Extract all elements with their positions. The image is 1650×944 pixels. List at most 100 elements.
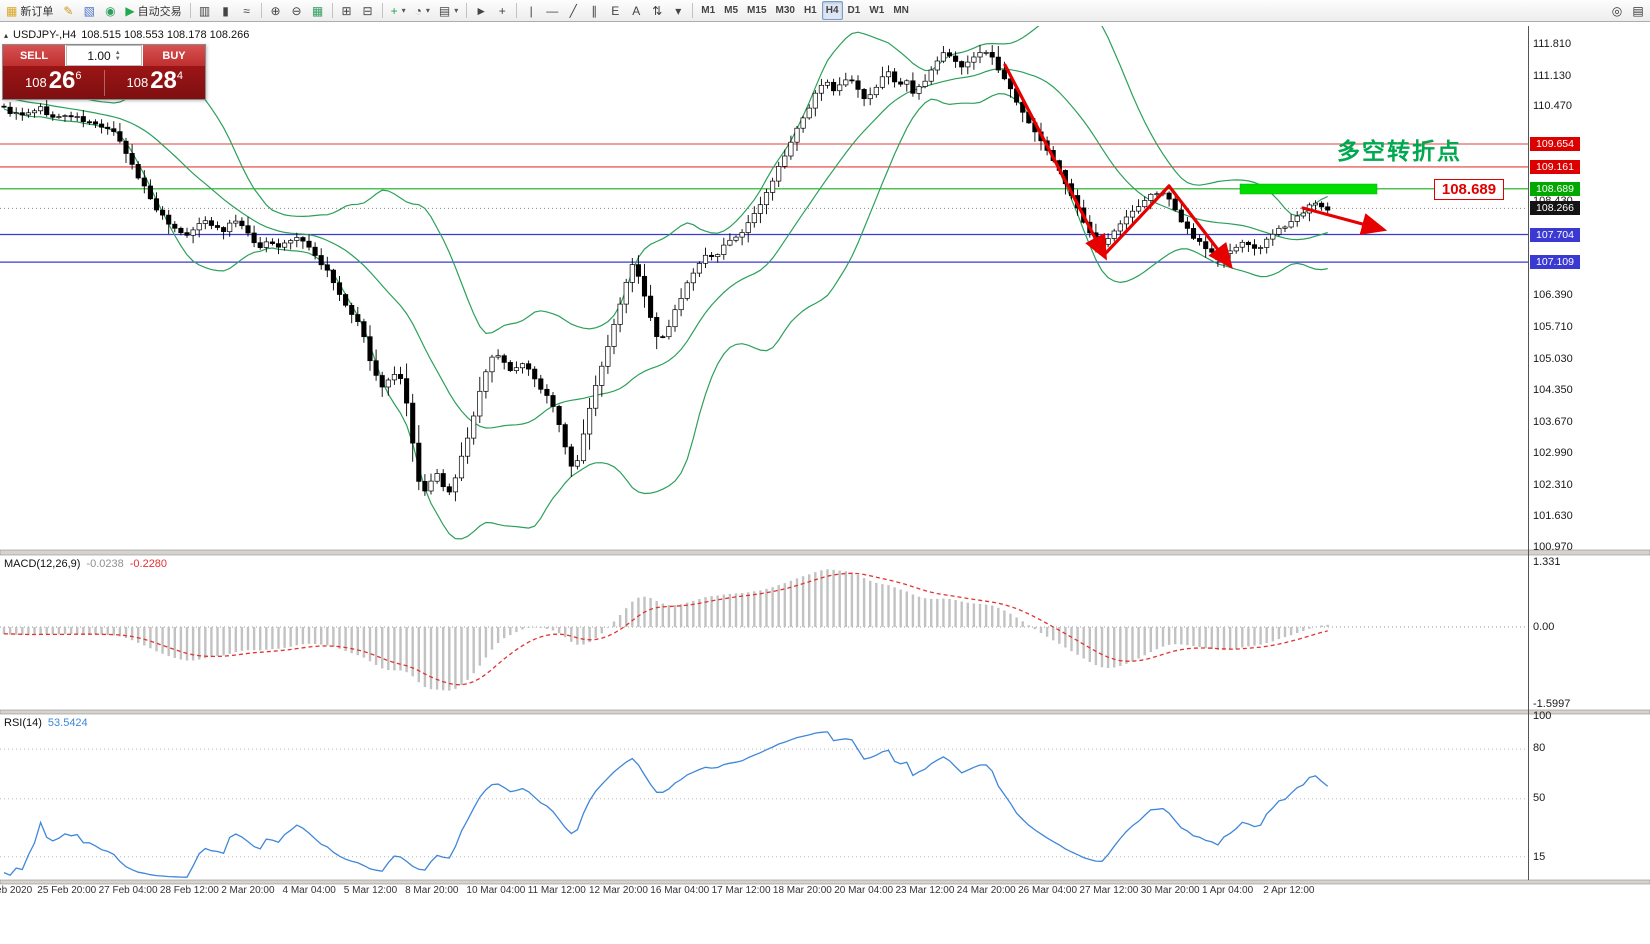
buy-price[interactable]: 108 28 4 — [105, 69, 206, 95]
vertical-line-tool-button[interactable]: | — [521, 1, 541, 20]
price-axis[interactable]: 111.810111.130110.470108.430106.390105.7… — [1529, 22, 1650, 902]
price-axis-label: 111.810 — [1533, 38, 1572, 50]
arrange-windows-button[interactable]: ⊞ — [337, 1, 357, 20]
layout-button[interactable]: ▤ — [1628, 1, 1648, 20]
timeframe-h1-button[interactable]: H1 — [803, 5, 817, 16]
search-button[interactable]: ◎ — [1607, 1, 1627, 20]
vertical-line-tool-icon: | — [529, 3, 533, 18]
trendline-tool-icon: ╱ — [569, 3, 577, 18]
spinner-up-icon[interactable]: ▲ — [114, 49, 121, 56]
autotrading-button[interactable]: ▶ 自动交易 — [121, 1, 185, 20]
text-tool-icon: A — [632, 3, 641, 18]
chart-annotations[interactable] — [1003, 63, 1388, 270]
periods-button[interactable]: ◔ ▾ — [411, 1, 434, 20]
lot-value: 1.00 — [87, 48, 111, 63]
toolbar-separator — [260, 3, 262, 18]
price-axis-tag: 109.654 — [1530, 137, 1580, 152]
lot-size-input[interactable]: 1.00 ▲ ▼ — [66, 45, 142, 66]
price-axis-tag: 108.689 — [1530, 181, 1580, 196]
chart-ohlc-values: 108.515 108.553 108.178 108.266 — [81, 29, 250, 41]
line-chart-mode-icon: ≈ — [243, 3, 250, 18]
toolbar-separator — [189, 3, 191, 18]
highlight-rectangle — [1239, 183, 1378, 195]
sell-button[interactable]: SELL — [3, 45, 65, 66]
buy-price-base: 108 — [126, 75, 149, 90]
toolbar-separator — [466, 3, 468, 18]
candlestick-mode-button[interactable]: ▮ — [216, 1, 236, 20]
styler-icon: ✎ — [63, 3, 74, 18]
arrows-tool-button[interactable]: ⇅ — [647, 1, 667, 20]
tile-windows-button[interactable]: ▦ — [308, 1, 328, 20]
sell-price[interactable]: 108 26 6 — [3, 67, 104, 95]
cursor-button[interactable]: ► — [471, 1, 491, 20]
rsi-panel — [0, 731, 1528, 878]
timeframe-m1-button[interactable]: M1 — [701, 5, 716, 16]
price-axis-label: 105.710 — [1533, 321, 1573, 334]
chart-symbol-title: USDJPY-,H4 — [13, 29, 77, 41]
rsi-header: RSI(14) 53.5424 — [4, 717, 88, 729]
price-axis-label: 111.130 — [1533, 69, 1572, 82]
lot-spinner[interactable]: ▲ ▼ — [115, 50, 121, 62]
indicators-button[interactable]: + ▾ — [387, 1, 410, 20]
price-axis-label: 104.350 — [1533, 384, 1573, 397]
trend-arrow-forecast — [1301, 206, 1388, 235]
macd-name: MACD(12,26,9) — [4, 558, 81, 570]
new-order-button[interactable]: ▦ 新订单 — [2, 1, 57, 20]
rsi-value: 53.5424 — [47, 717, 88, 729]
zoom-in-button[interactable]: ⊕ — [266, 1, 286, 20]
styler-button[interactable]: ✎ — [58, 1, 78, 20]
arrows-tool-icon: ⇅ — [652, 3, 663, 18]
cascade-windows-button[interactable]: ⊟ — [358, 1, 378, 20]
community-button[interactable]: ◉ — [100, 1, 120, 20]
sell-price-pips: 26 — [48, 67, 76, 94]
buy-button[interactable]: BUY — [143, 45, 205, 66]
sell-price-base: 108 — [24, 75, 47, 90]
zoom-out-button[interactable]: ⊖ — [287, 1, 307, 20]
horizontal-line-tool-icon: — — [546, 3, 559, 18]
spinner-down-icon[interactable]: ▼ — [114, 55, 121, 62]
autotrading-label: 自动交易 — [137, 5, 182, 18]
channel-tool-button[interactable]: ∥ — [584, 1, 604, 20]
timeframe-mn-button[interactable]: MN — [893, 5, 909, 16]
turning-point-label[interactable]: 多空转折点 — [1337, 138, 1462, 164]
timeframe-m30-button[interactable]: M30 — [775, 5, 795, 16]
toolbar-separator — [692, 3, 694, 18]
trend-arrow-up — [1102, 184, 1171, 257]
tile-windows-icon: ▦ — [311, 3, 324, 18]
price-axis-tag: 107.109 — [1530, 255, 1580, 270]
text-tool-button[interactable]: A — [626, 1, 646, 20]
line-chart-mode-button[interactable]: ≈ — [237, 1, 257, 20]
price-tag-label[interactable]: 108.689 — [1434, 179, 1504, 200]
buy-price-point: 4 — [176, 70, 184, 82]
price-axis-tag: 107.704 — [1530, 227, 1580, 242]
timeframe-d1-button[interactable]: D1 — [847, 5, 861, 16]
toolbar-separator — [331, 3, 333, 18]
caret-down-icon: ▾ — [425, 6, 430, 15]
zoom-in-icon: ⊕ — [270, 3, 281, 18]
trendline-tool-button[interactable]: ╱ — [563, 1, 583, 20]
layout-icon: ▤ — [1632, 3, 1644, 18]
timeframe-m5-button[interactable]: M5 — [724, 5, 739, 16]
panel-frame — [0, 26, 1650, 885]
timeframe-m15-button[interactable]: M15 — [747, 5, 767, 16]
timeframe-w1-button[interactable]: W1 — [869, 5, 885, 16]
profiles-button[interactable]: ▧ — [79, 1, 99, 20]
new-order-label: 新订单 — [20, 5, 54, 18]
candlestick-mode-icon: ▮ — [222, 3, 229, 18]
fibonacci-tool-button[interactable]: E — [605, 1, 625, 20]
macd-panel — [0, 569, 1528, 691]
chart-ohlc-header: ▴ USDJPY-,H4 108.515 108.553 108.178 108… — [4, 29, 249, 41]
channel-tool-icon: ∥ — [591, 3, 598, 18]
bar-chart-mode-button[interactable]: ▥ — [195, 1, 215, 20]
price-axis-label: 106.390 — [1533, 289, 1573, 302]
timeframe-h4-button[interactable]: H4 — [821, 1, 843, 20]
rsi-name: RSI(14) — [4, 717, 42, 729]
price-divider — [103, 69, 105, 96]
templates-button[interactable]: ▤ ▾ — [435, 1, 462, 20]
price-axis-label: 102.990 — [1533, 447, 1573, 460]
horizontal-line-tool-button[interactable]: — — [542, 1, 562, 20]
shapes-more-button[interactable]: ▾ — [668, 1, 688, 20]
shapes-more-icon: ▾ — [675, 3, 682, 18]
crosshair-button[interactable]: + — [492, 1, 512, 20]
chart-canvas[interactable] — [0, 22, 1650, 944]
